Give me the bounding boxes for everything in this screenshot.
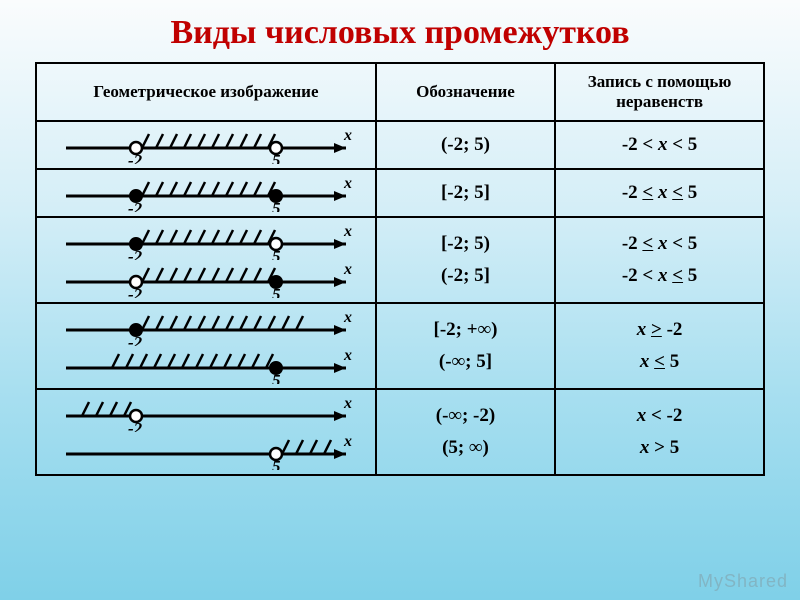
notation-cell: [-2; +∞)(-∞; 5] [376, 303, 555, 389]
svg-text:x: x [343, 223, 352, 240]
notation-cell: (-2; 5) [376, 121, 555, 169]
svg-text:5: 5 [272, 151, 281, 164]
inequality-cell: x < -2x > 5 [555, 389, 764, 475]
svg-text:5: 5 [272, 247, 281, 260]
number-line: -2 5 x [46, 126, 366, 164]
inequality-cell: -2 < x < 5 [555, 169, 764, 217]
geo-cell: -2 5 x -2 5 x [36, 217, 376, 303]
svg-text:-2: -2 [128, 285, 143, 298]
table-row: -2 5 x (-2; 5)-2 < x < 5 [36, 121, 764, 169]
geo-cell: -2 5 x [36, 121, 376, 169]
svg-text:x: x [343, 433, 352, 450]
svg-text:x: x [343, 261, 352, 278]
number-line: -2 x [46, 394, 366, 432]
svg-text:-2: -2 [128, 333, 143, 346]
table-row: -2x5x(-∞; -2)(5; ∞)x < -2x > 5 [36, 389, 764, 475]
svg-text:-2: -2 [128, 199, 143, 212]
number-line: 5x [46, 346, 366, 384]
number-line: -2 5 x [46, 174, 366, 212]
notation-cell: [-2; 5)(-2; 5] [376, 217, 555, 303]
inequality-cell: x > -2x < 5 [555, 303, 764, 389]
notation-cell: [-2; 5] [376, 169, 555, 217]
svg-text:x: x [343, 175, 352, 192]
geo-cell: -2x5x [36, 389, 376, 475]
svg-text:5: 5 [272, 199, 281, 212]
geo-cell: -2x5x [36, 303, 376, 389]
header-notation: Обозначение [376, 63, 555, 121]
watermark: MyShared [698, 571, 788, 592]
svg-text:-2: -2 [128, 419, 143, 432]
svg-text:x: x [343, 347, 352, 364]
svg-text:5: 5 [272, 371, 281, 384]
inequality-cell: -2 < x < 5 [555, 121, 764, 169]
header-ineq: Запись с помощью неравенств [555, 63, 764, 121]
header-geo: Геометрическое изображение [36, 63, 376, 121]
svg-text:-2: -2 [128, 151, 143, 164]
intervals-table: Геометрическое изображение Обозначение З… [35, 62, 765, 476]
svg-text:x: x [343, 127, 352, 144]
number-line: -2 5 x [46, 222, 366, 260]
svg-text:-2: -2 [128, 247, 143, 260]
number-line: 5x [46, 432, 366, 470]
svg-text:x: x [343, 395, 352, 412]
svg-text:5: 5 [272, 457, 281, 470]
number-line: -2 5 x [46, 260, 366, 298]
svg-text:5: 5 [272, 285, 281, 298]
geo-cell: -2 5 x [36, 169, 376, 217]
svg-text:x: x [343, 309, 352, 326]
table-row: -2 5 x -2 5 x [-2; 5)(-2; 5]-2 < x < 5-2 < x <… [36, 217, 764, 303]
inequality-cell: -2 < x < 5-2 < x < 5 [555, 217, 764, 303]
table-row: -2x5x[-2; +∞)(-∞; 5]x > -2x < 5 [36, 303, 764, 389]
number-line: -2 x [46, 308, 366, 346]
page-title: Виды числовых промежутков [0, 0, 800, 62]
table-row: -2 5 x [-2; 5]-2 < x < 5 [36, 169, 764, 217]
notation-cell: (-∞; -2)(5; ∞) [376, 389, 555, 475]
